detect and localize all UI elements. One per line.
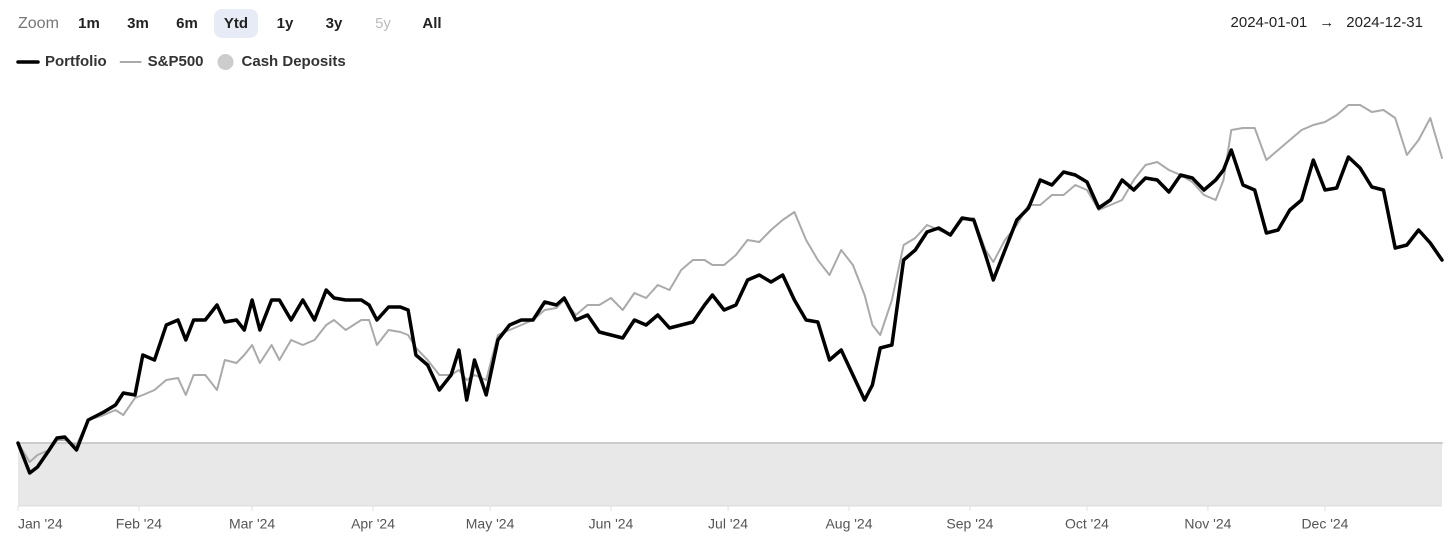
x-tick-label: May '24 xyxy=(466,516,515,532)
x-tick-label: Dec '24 xyxy=(1301,516,1348,532)
range-arrow: → xyxy=(1319,14,1334,31)
zoom-button[interactable]: 3y xyxy=(326,15,343,32)
plot-area: Jan '24 Feb '24 Mar '24 Apr '24 May '24 Jun '… xyxy=(16,104,1444,532)
x-tick-label: Nov '24 xyxy=(1184,516,1231,532)
x-tick-label: Apr '24 xyxy=(351,516,395,532)
zoom-selected-bg xyxy=(214,9,258,38)
legend-label[interactable]: S&P500 xyxy=(148,53,204,70)
legend-marker xyxy=(217,54,234,70)
x-tick-label: Oct '24 xyxy=(1065,516,1109,532)
zoom-button[interactable]: 3m xyxy=(127,15,149,32)
x-tick-label: Feb '24 xyxy=(116,516,162,532)
zoom-button[interactable]: Ytd xyxy=(224,15,248,32)
legend-label[interactable]: Cash Deposits xyxy=(242,53,346,70)
cash-area xyxy=(18,443,1442,506)
zoom-button[interactable]: 1m xyxy=(78,15,100,32)
zoom-button: 5y xyxy=(375,15,391,32)
zoom-label: Zoom xyxy=(18,15,59,32)
range-from[interactable]: 2024-01-01 xyxy=(1231,14,1308,31)
x-tick-label: Aug '24 xyxy=(825,516,872,532)
x-tick-label: Jan '24 xyxy=(18,516,63,532)
series-line xyxy=(17,104,1443,463)
zoom-button[interactable]: 1y xyxy=(277,15,294,32)
zoom-button[interactable]: 6m xyxy=(176,15,198,32)
legend: Portfolio S&P500 Cash Deposits xyxy=(16,53,346,70)
x-tick-label: Jul '24 xyxy=(708,516,748,532)
x-tick-label: Mar '24 xyxy=(229,516,275,532)
x-tick-label: Jun '24 xyxy=(589,516,634,532)
range-to[interactable]: 2024-12-31 xyxy=(1346,14,1423,31)
zoom-buttons: 1m 3m 6m Ytd 1y 3y 5y All xyxy=(78,9,442,38)
zoom-button[interactable]: All xyxy=(422,15,441,32)
x-tick-label: Sep '24 xyxy=(946,516,993,532)
legend-label[interactable]: Portfolio xyxy=(45,53,107,70)
series-line xyxy=(16,148,1444,475)
